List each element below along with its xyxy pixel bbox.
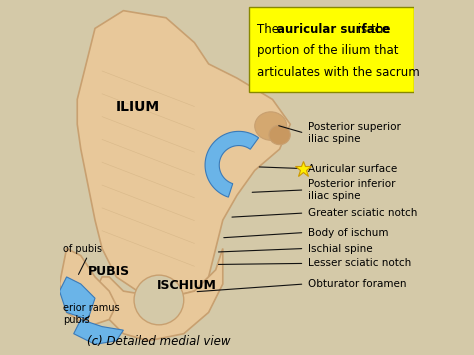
Text: Ischial spine: Ischial spine: [308, 244, 373, 253]
Text: Lesser sciatic notch: Lesser sciatic notch: [308, 258, 411, 268]
Text: Obturator foramen: Obturator foramen: [308, 279, 407, 289]
Circle shape: [134, 275, 184, 325]
Text: (c) Detailed medial view: (c) Detailed medial view: [87, 335, 231, 348]
Text: Body of ischum: Body of ischum: [308, 228, 389, 237]
Text: of pubis: of pubis: [63, 244, 102, 253]
Text: auricular surface: auricular surface: [277, 23, 390, 36]
Text: is the: is the: [354, 23, 391, 36]
Text: The: The: [256, 23, 283, 36]
FancyBboxPatch shape: [249, 7, 414, 92]
Text: ILIUM: ILIUM: [116, 99, 160, 114]
Polygon shape: [77, 11, 290, 298]
Text: erior ramus
pubis: erior ramus pubis: [63, 304, 119, 325]
Text: ISCHIUM: ISCHIUM: [157, 279, 217, 292]
Text: Posterior superior
iliac spine: Posterior superior iliac spine: [308, 122, 401, 144]
Text: articulates with the sacrum: articulates with the sacrum: [256, 66, 419, 79]
Ellipse shape: [269, 125, 290, 145]
Text: Greater sciatic notch: Greater sciatic notch: [308, 208, 418, 218]
Text: Posterior inferior
iliac spine: Posterior inferior iliac spine: [308, 179, 395, 201]
Text: Auricular surface: Auricular surface: [308, 164, 397, 174]
Polygon shape: [60, 248, 116, 327]
Polygon shape: [60, 277, 95, 320]
Ellipse shape: [255, 112, 287, 140]
Polygon shape: [73, 320, 123, 344]
Text: PUBIS: PUBIS: [88, 265, 130, 278]
Polygon shape: [95, 248, 223, 341]
Polygon shape: [205, 131, 259, 197]
Text: portion of the ilium that: portion of the ilium that: [256, 44, 398, 58]
